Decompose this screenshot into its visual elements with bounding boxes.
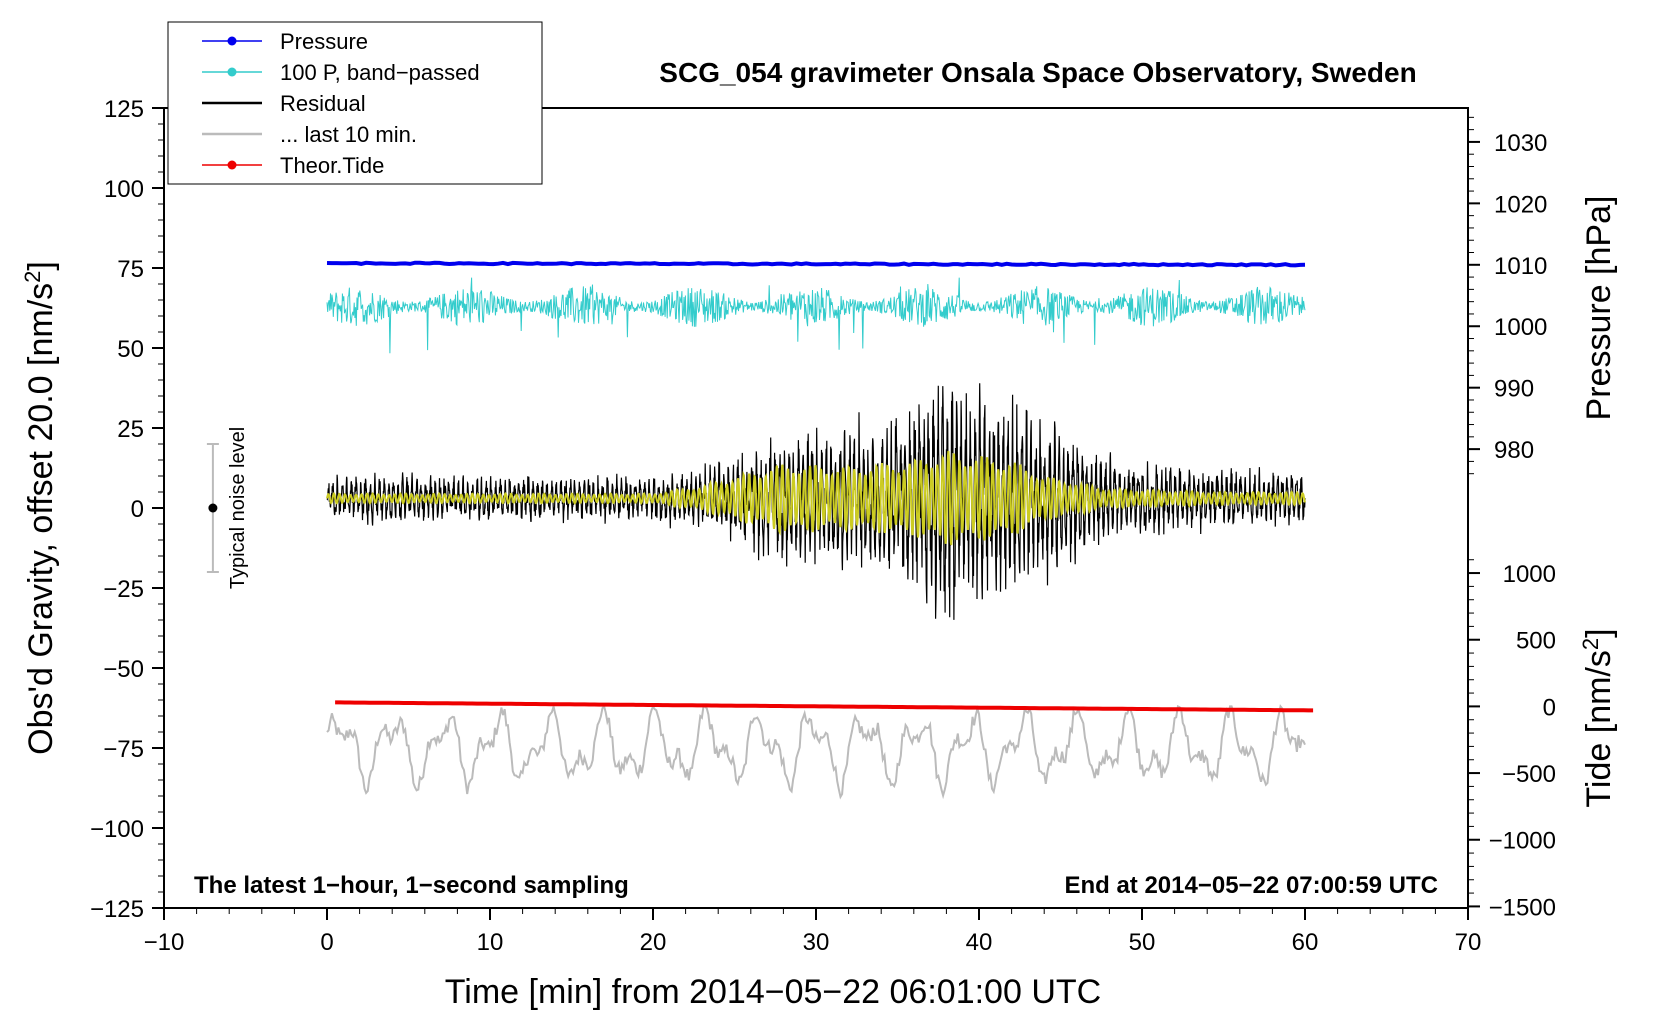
- y-tick-label: 125: [104, 96, 144, 123]
- y-tick-label: −75: [103, 736, 144, 763]
- tide-tick-label: −500: [1502, 761, 1556, 788]
- y-axis-label-left-sup: 2: [20, 271, 45, 283]
- y-tick-label: −100: [90, 816, 144, 843]
- x-tick-label: 70: [1455, 929, 1482, 956]
- x-tick-label: 50: [1129, 929, 1156, 956]
- legend: Pressure 100 P, band−passed Residual ... la…: [167, 21, 543, 185]
- series-pressure: [326, 260, 1306, 268]
- x-tick-label: 10: [477, 929, 504, 956]
- plot-frame: [163, 107, 1469, 909]
- y-tick-label: 25: [117, 416, 144, 443]
- y-axis-label-left: Obs'd Gravity, offset 20.0 [nm/s2]: [20, 261, 60, 755]
- tide-tick-label: −1000: [1489, 828, 1556, 855]
- annotation-bottom-left: The latest 1−hour, 1−second sampling: [194, 872, 629, 899]
- pressure-tick-label: 980: [1494, 437, 1534, 464]
- annotation-bottom-right: End at 2014−05−22 07:00:59 UTC: [1064, 872, 1438, 899]
- tide-tick-label: 1000: [1503, 561, 1556, 588]
- series-theor-tide: [335, 700, 1314, 713]
- x-tick-label: 0: [320, 929, 333, 956]
- x-tick-label: 30: [803, 929, 830, 956]
- y-axis-label-pressure: Pressure [hPa]: [1580, 196, 1618, 421]
- pressure-tick-label: 1000: [1494, 314, 1547, 341]
- chart-title: SCG_054 gravimeter Onsala Space Observat…: [659, 57, 1416, 88]
- series-last-10-min: [326, 704, 1306, 800]
- noise-bar-center-dot: [208, 503, 218, 513]
- x-tick-label: −10: [144, 929, 185, 956]
- legend-marker: [227, 160, 237, 170]
- series-residual-filtered: [326, 450, 1306, 546]
- y-axis-label-tide-main: Tide [nm/s: [1580, 650, 1618, 807]
- legend-label: Theor.Tide: [280, 153, 384, 178]
- noise-level-label: Typical noise level: [227, 427, 249, 589]
- y-tick-label: −25: [103, 576, 144, 603]
- y-tick-label: 0: [131, 496, 144, 523]
- legend-label: ... last 10 min.: [280, 122, 417, 147]
- tide-tick-label: −1500: [1489, 894, 1556, 921]
- legend-marker: [227, 67, 237, 77]
- y-tick-label: 50: [117, 336, 144, 363]
- y-axis-label-left-main: Obs'd Gravity, offset 20.0 [nm/s: [22, 283, 60, 755]
- y-tick-label: 100: [104, 176, 144, 203]
- y-axis-label-tide-tail: ]: [1580, 628, 1618, 637]
- pressure-tick-label: 1010: [1494, 253, 1547, 280]
- series-pressure-bandpassed: [326, 277, 1306, 354]
- pressure-tick-label: 1030: [1494, 130, 1547, 157]
- x-tick-label: 60: [1292, 929, 1319, 956]
- y-tick-label: −50: [103, 656, 144, 683]
- y-axis-label-tide: Tide [nm/s2]: [1578, 628, 1618, 807]
- y-tick-label: −125: [90, 896, 144, 923]
- x-axis-label: Time [min] from 2014−05−22 06:01:00 UTC: [445, 973, 1101, 1011]
- y-axis-label-tide-sup: 2: [1578, 638, 1603, 650]
- x-tick-label: 40: [966, 929, 993, 956]
- y-tick-label: 75: [117, 256, 144, 283]
- legend-label: Residual: [280, 91, 366, 116]
- y-axis-label-left-tail: ]: [22, 261, 60, 270]
- legend-label: Pressure: [280, 29, 368, 54]
- tide-tick-label: 500: [1516, 628, 1556, 655]
- x-tick-label: 20: [640, 929, 667, 956]
- legend-label: 100 P, band−passed: [280, 60, 480, 85]
- tide-tick-label: 0: [1543, 694, 1556, 721]
- pressure-tick-label: 1020: [1494, 191, 1547, 218]
- legend-marker: [227, 36, 237, 46]
- pressure-tick-label: 990: [1494, 376, 1534, 403]
